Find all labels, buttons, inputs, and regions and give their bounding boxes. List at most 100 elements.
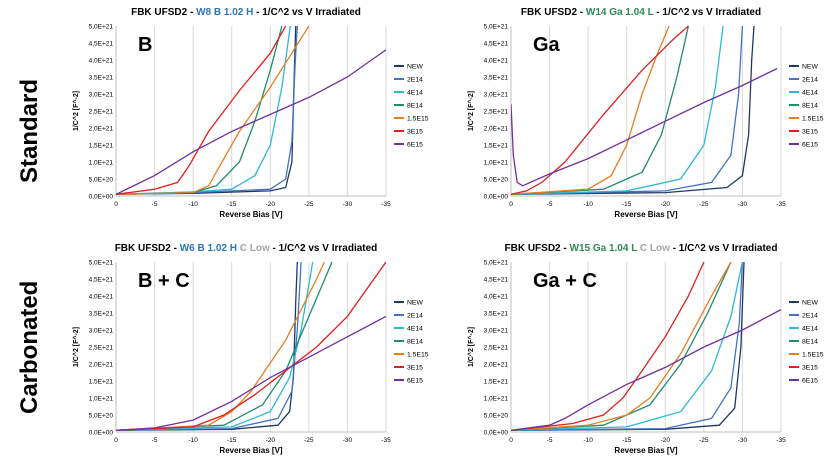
x-tick-label: -35 — [776, 201, 786, 208]
y-tick-label: 5,0E+21 — [89, 24, 114, 31]
x-tick-label: -30 — [738, 201, 748, 208]
y-tick-label: 0,0E+00 — [484, 430, 509, 437]
y-tick-label: 5,0E+20 — [89, 413, 114, 420]
x-axis-label: Reverse Bias [V] — [219, 446, 282, 455]
x-tick-label: -15 — [622, 437, 632, 444]
y-tick-label: 3,5E+21 — [484, 75, 509, 82]
legend-label: 6E15 — [407, 378, 423, 385]
y-tick-label: 3,0E+21 — [484, 328, 509, 335]
legend-label: 4E14 — [407, 90, 423, 97]
x-tick-label: -30 — [343, 201, 353, 208]
legend-label: 6E15 — [802, 142, 818, 149]
y-tick-label: 5,0E+21 — [89, 260, 114, 267]
y-tick-label: 3,0E+21 — [89, 92, 114, 99]
x-tick-label: -5 — [547, 201, 553, 208]
y-tick-label: 2,5E+21 — [484, 345, 509, 352]
y-tick-label: 1,5E+21 — [89, 379, 114, 386]
legend-label: 2E14 — [407, 77, 423, 84]
legend-label: 1.5E15 — [407, 352, 429, 359]
y-axis-label: 1/C^2 [F^-2] — [72, 327, 80, 367]
legend-label: 4E14 — [802, 90, 818, 97]
y-tick-label: 4,0E+21 — [89, 58, 114, 65]
x-tick-label: -25 — [304, 201, 314, 208]
y-tick-label: 2,0E+21 — [484, 126, 509, 133]
chart-panel: FBK UFSD2 - W6 B 1.02 H C Low - 1/C^2 vs… — [60, 236, 432, 466]
chart-svg: 0,0E+00 5,0E+20 1,0E+21 1,5E+21 2,0E+21 2,5E+… — [72, 260, 429, 456]
chart-svg: 0,0E+00 5,0E+20 1,0E+21 1,5E+21 2,0E+21 2,5E+… — [467, 260, 824, 456]
y-tick-label: 3,5E+21 — [89, 75, 114, 82]
series-line-8E14 — [511, 261, 732, 431]
y-axis-label: 1/C^2 [F^-2] — [467, 91, 475, 131]
x-tick-label: -25 — [699, 201, 709, 208]
row-label-carbonated: Carbonated — [16, 280, 43, 414]
y-tick-label: 4,5E+21 — [89, 277, 114, 284]
y-tick-label: 4,0E+21 — [89, 294, 114, 301]
chart-title: FBK UFSD2 - W8 B 1.02 H - 1/C^2 vs V Irr… — [131, 7, 361, 18]
legend-label: NEW — [407, 64, 423, 71]
x-tick-label: -10 — [188, 201, 198, 208]
y-tick-label: 2,0E+21 — [89, 126, 114, 133]
chart-panel: FBK UFSD2 - W14 Ga 1.04 L - 1/C^2 vs V I… — [455, 0, 827, 230]
y-tick-label: 4,5E+21 — [484, 277, 509, 284]
legend-label: 8E14 — [802, 339, 818, 346]
series-line-NEW — [511, 25, 755, 195]
series-line-2E14 — [116, 261, 302, 431]
legend-label: 3E15 — [407, 365, 423, 372]
chart-title: FBK UFSD2 - W6 B 1.02 H C Low - 1/C^2 vs… — [114, 243, 378, 254]
y-tick-label: 4,5E+21 — [89, 41, 114, 48]
y-tick-label: 4,0E+21 — [484, 58, 509, 65]
legend-label: 4E14 — [802, 326, 818, 333]
y-tick-label: 5,0E+20 — [484, 413, 509, 420]
series-line-4E14 — [511, 25, 724, 195]
legend-label: NEW — [407, 300, 423, 307]
x-tick-label: -10 — [583, 201, 593, 208]
x-axis-label: Reverse Bias [V] — [614, 210, 677, 219]
series-line-2E14 — [511, 25, 744, 195]
y-tick-label: 5,0E+20 — [89, 177, 114, 184]
x-tick-label: -10 — [583, 437, 593, 444]
x-tick-label: 0 — [114, 437, 118, 444]
y-tick-label: 1,0E+21 — [89, 396, 114, 403]
x-tick-label: -15 — [227, 201, 237, 208]
y-tick-label: 5,0E+21 — [484, 260, 509, 267]
y-tick-label: 5,0E+21 — [484, 24, 509, 31]
series-line-1.5E15 — [511, 25, 670, 195]
y-tick-label: 0,0E+00 — [89, 430, 114, 437]
y-tick-label: 2,5E+21 — [484, 109, 509, 116]
y-tick-label: 1,0E+21 — [484, 160, 509, 167]
legend-label: NEW — [802, 64, 818, 71]
y-axis-label: 1/C^2 [F^-2] — [72, 91, 80, 131]
legend-label: 4E14 — [407, 326, 423, 333]
x-tick-label: -35 — [381, 437, 391, 444]
panel-label: Ga + C — [533, 270, 597, 292]
y-tick-label: 3,5E+21 — [484, 311, 509, 318]
legend-label: 2E14 — [802, 313, 818, 320]
x-axis-label: Reverse Bias [V] — [614, 446, 677, 455]
y-tick-label: 2,5E+21 — [89, 345, 114, 352]
series-line-4E14 — [116, 261, 314, 431]
x-tick-label: -30 — [343, 437, 353, 444]
row-label-standard: Standard — [16, 78, 43, 183]
series-line-3E15 — [511, 261, 705, 431]
y-tick-label: 4,5E+21 — [484, 41, 509, 48]
series-line-6E15 — [511, 309, 781, 431]
series-line-3E15 — [116, 261, 386, 431]
y-tick-label: 5,0E+20 — [484, 177, 509, 184]
legend-label: 8E14 — [407, 339, 423, 346]
chart-title: FBK UFSD2 - W15 Ga 1.04 L C Low - 1/C^2 … — [504, 243, 778, 254]
series-line-8E14 — [116, 261, 333, 431]
legend-label: 3E15 — [802, 129, 818, 136]
y-tick-label: 1,5E+21 — [484, 143, 509, 150]
series-line-6E15 — [116, 49, 386, 195]
series-line-NEW — [116, 261, 298, 431]
legend-label: 3E15 — [407, 129, 423, 136]
x-tick-label: -15 — [227, 437, 237, 444]
y-tick-label: 2,5E+21 — [89, 109, 114, 116]
chart-title: FBK UFSD2 - W14 Ga 1.04 L - 1/C^2 vs V I… — [520, 7, 762, 18]
y-tick-label: 0,0E+00 — [484, 194, 509, 201]
y-tick-label: 1,0E+21 — [89, 160, 114, 167]
chart-panel: FBK UFSD2 - W8 B 1.02 H - 1/C^2 vs V Irr… — [60, 0, 432, 230]
legend-label: 6E15 — [802, 378, 818, 385]
y-tick-label: 3,0E+21 — [89, 328, 114, 335]
y-axis-label: 1/C^2 [F^-2] — [467, 327, 475, 367]
